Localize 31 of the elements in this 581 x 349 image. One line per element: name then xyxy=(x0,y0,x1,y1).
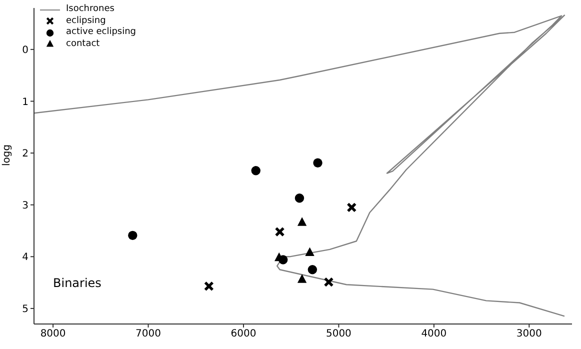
x-tick-label: 6000 xyxy=(230,328,256,340)
y-tick-label: 3 xyxy=(22,200,28,212)
y-tick-label: 0 xyxy=(22,44,28,56)
point xyxy=(294,194,304,203)
x-tick-label: 5000 xyxy=(326,328,352,340)
point xyxy=(275,227,284,236)
x-tick-label: 7000 xyxy=(136,328,161,340)
line-series xyxy=(34,14,566,317)
x-tick-label: 4000 xyxy=(421,328,447,340)
annotation: Binaries xyxy=(53,276,102,290)
legend-label: contact xyxy=(66,38,100,50)
point xyxy=(313,158,322,168)
legend-label: active eclipsing xyxy=(66,27,136,38)
point xyxy=(297,217,307,226)
legend-label: eclipsing xyxy=(66,16,106,27)
point xyxy=(297,274,307,283)
y-axis-title: logg xyxy=(2,144,13,166)
legend-label: Isochrones xyxy=(66,4,114,16)
x-tick-label: 3000 xyxy=(516,328,542,340)
y-tick-label: 2 xyxy=(22,148,28,160)
y-tick-label: 5 xyxy=(22,304,28,316)
point xyxy=(251,166,260,176)
point xyxy=(308,265,318,274)
y-tick-label: 4 xyxy=(22,252,28,264)
point xyxy=(128,230,138,240)
x-tick-label: 8000 xyxy=(40,328,66,340)
point xyxy=(204,282,214,291)
point xyxy=(347,202,356,212)
point xyxy=(324,277,334,287)
y-tick-label: 1 xyxy=(22,96,28,108)
point xyxy=(305,247,314,256)
